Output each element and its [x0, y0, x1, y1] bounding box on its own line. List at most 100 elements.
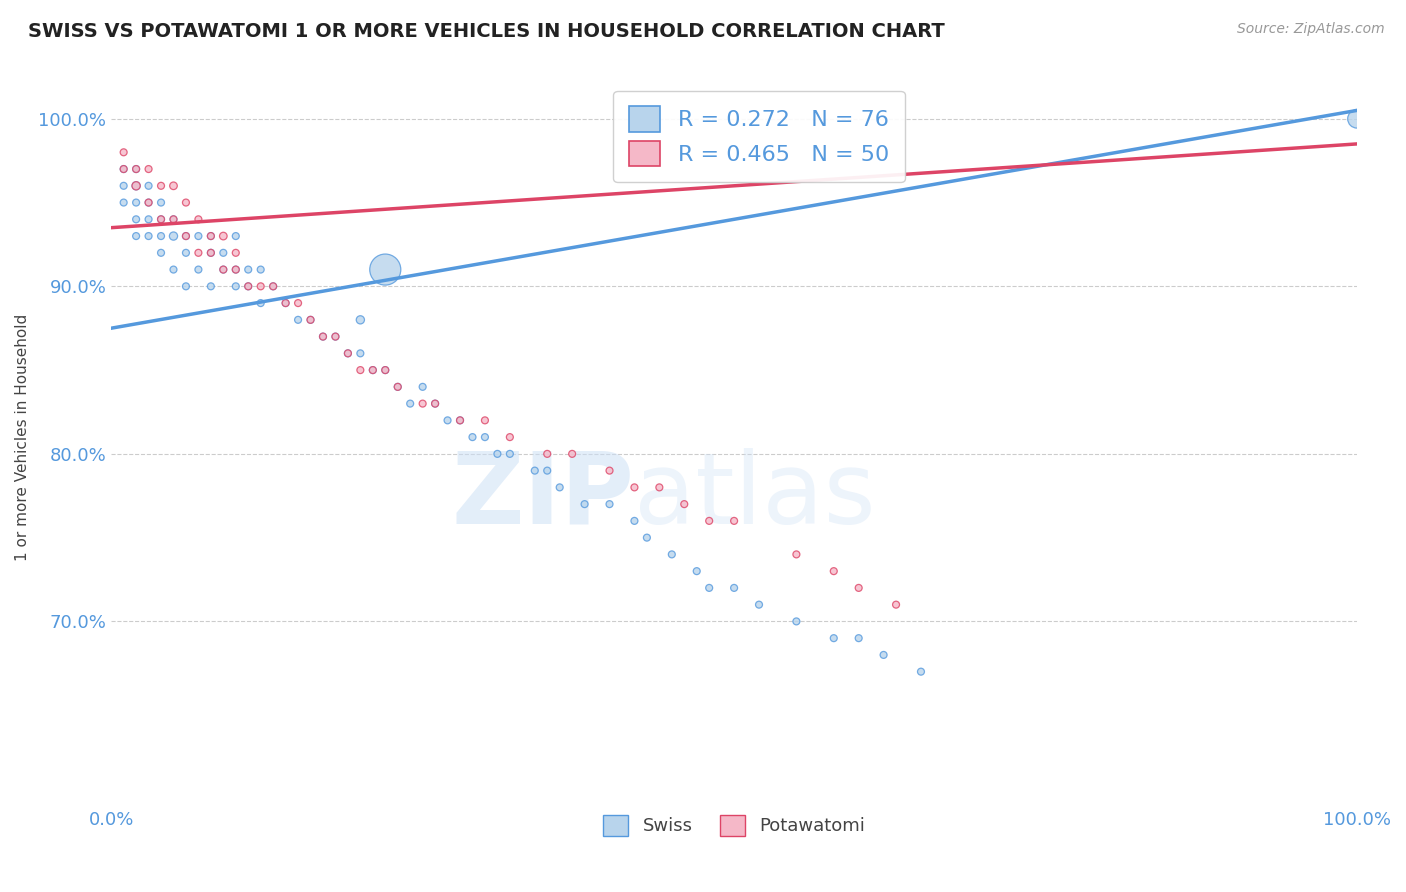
Point: [150, 195, 173, 210]
Point: [325, 329, 347, 343]
Point: [449, 413, 471, 427]
Point: [1346, 112, 1368, 126]
Text: ZIP: ZIP: [451, 448, 634, 545]
Point: [138, 212, 160, 227]
Point: [636, 531, 658, 545]
Point: [112, 162, 135, 177]
Y-axis label: 1 or more Vehicles in Household: 1 or more Vehicles in Household: [15, 313, 30, 561]
Point: [349, 313, 371, 327]
Point: [238, 279, 260, 293]
Point: [125, 178, 148, 193]
Point: [125, 212, 148, 227]
Point: [423, 396, 446, 410]
Point: [225, 279, 247, 293]
Point: [162, 212, 184, 227]
Point: [523, 464, 546, 478]
Text: SWISS VS POTAWATOMI 1 OR MORE VEHICLES IN HOUSEHOLD CORRELATION CHART: SWISS VS POTAWATOMI 1 OR MORE VEHICLES I…: [28, 22, 945, 41]
Point: [848, 631, 870, 645]
Point: [449, 413, 471, 427]
Point: [187, 262, 209, 277]
Point: [262, 279, 284, 293]
Point: [212, 262, 235, 277]
Point: [249, 262, 271, 277]
Point: [174, 279, 197, 293]
Point: [499, 447, 522, 461]
Point: [125, 178, 148, 193]
Point: [661, 548, 683, 562]
Point: [361, 363, 384, 377]
Point: [174, 229, 197, 244]
Point: [138, 178, 160, 193]
Point: [162, 262, 184, 277]
Point: [138, 195, 160, 210]
Point: [212, 229, 235, 244]
Text: atlas: atlas: [634, 448, 876, 545]
Point: [249, 279, 271, 293]
Legend: Swiss, Potawatomi: Swiss, Potawatomi: [593, 805, 875, 845]
Point: [187, 212, 209, 227]
Point: [225, 262, 247, 277]
Point: [162, 229, 184, 244]
Point: [374, 262, 396, 277]
Point: [648, 480, 671, 494]
Point: [361, 363, 384, 377]
Point: [349, 346, 371, 360]
Point: [174, 229, 197, 244]
Point: [599, 464, 621, 478]
Point: [412, 380, 434, 394]
Point: [125, 162, 148, 177]
Point: [200, 229, 222, 244]
Point: [112, 162, 135, 177]
Point: [412, 396, 434, 410]
Point: [138, 162, 160, 177]
Point: [723, 581, 745, 595]
Point: [697, 514, 720, 528]
Point: [150, 245, 173, 260]
Point: [785, 548, 807, 562]
Point: [225, 262, 247, 277]
Point: [436, 413, 458, 427]
Point: [686, 564, 709, 578]
Point: [374, 363, 396, 377]
Point: [336, 346, 359, 360]
Point: [150, 212, 173, 227]
Point: [112, 145, 135, 160]
Point: [125, 162, 148, 177]
Point: [200, 245, 222, 260]
Point: [212, 262, 235, 277]
Point: [697, 581, 720, 595]
Point: [150, 212, 173, 227]
Point: [312, 329, 335, 343]
Point: [299, 313, 322, 327]
Point: [287, 313, 309, 327]
Point: [225, 229, 247, 244]
Point: [138, 195, 160, 210]
Point: [112, 178, 135, 193]
Point: [249, 296, 271, 310]
Point: [200, 229, 222, 244]
Point: [336, 346, 359, 360]
Point: [673, 497, 696, 511]
Point: [187, 229, 209, 244]
Point: [387, 380, 409, 394]
Point: [262, 279, 284, 293]
Point: [823, 631, 845, 645]
Point: [623, 480, 645, 494]
Point: [884, 598, 907, 612]
Point: [325, 329, 347, 343]
Point: [138, 229, 160, 244]
Point: [238, 262, 260, 277]
Point: [150, 229, 173, 244]
Point: [548, 480, 571, 494]
Point: [536, 464, 558, 478]
Point: [125, 229, 148, 244]
Point: [112, 195, 135, 210]
Point: [623, 514, 645, 528]
Point: [200, 245, 222, 260]
Point: [287, 296, 309, 310]
Point: [474, 430, 496, 444]
Point: [399, 396, 422, 410]
Point: [387, 380, 409, 394]
Point: [823, 564, 845, 578]
Point: [174, 195, 197, 210]
